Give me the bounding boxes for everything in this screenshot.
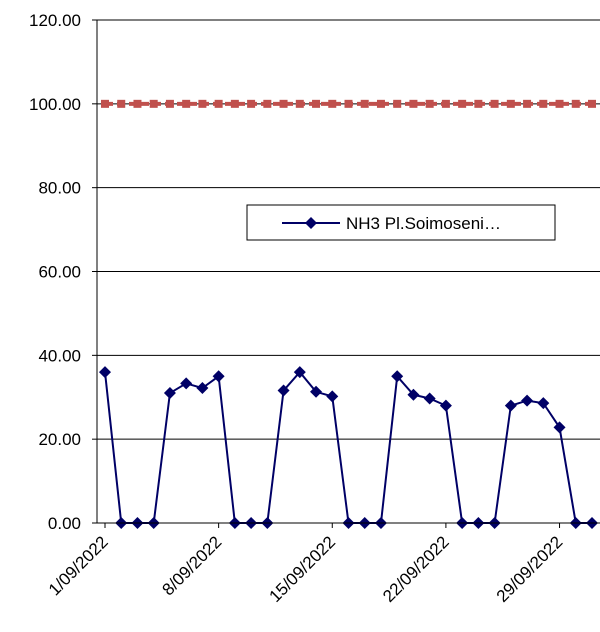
marker [425,99,434,108]
marker [391,370,404,383]
marker [553,421,566,434]
marker [230,99,239,108]
marker [555,99,564,108]
marker [133,99,142,108]
marker [407,388,420,401]
marker [521,394,534,407]
marker [117,99,126,108]
x-tick-label: 29/09/2022 [493,532,567,606]
marker [277,384,290,397]
marker [99,366,111,379]
marker [571,99,580,108]
marker [523,99,532,108]
marker [196,382,209,395]
marker [474,99,483,108]
marker [439,399,452,412]
x-tick-label: 1/09/2022 [45,532,112,599]
marker [504,399,517,412]
y-tick-label: 40.00 [38,346,81,365]
marker [263,99,272,108]
marker [180,377,193,390]
marker [165,99,174,108]
marker [326,390,339,403]
marker [163,387,176,400]
marker [101,99,109,108]
marker [295,99,304,108]
marker [539,99,548,108]
y-tick-label: 80.00 [38,179,81,198]
marker [312,99,321,108]
x-tick-label: 15/09/2022 [265,532,339,606]
marker [393,99,402,108]
marker [376,99,385,108]
marker [149,99,158,108]
marker [360,99,369,108]
marker [458,99,467,108]
marker [490,99,499,108]
marker [506,99,515,108]
marker [198,99,207,108]
y-tick-label: 20.00 [38,430,81,449]
marker [247,99,256,108]
marker [182,99,191,108]
marker [310,385,323,398]
marker [537,397,550,410]
marker [423,392,436,405]
marker [212,370,225,383]
legend-marker [305,217,317,229]
y-tick-label: 60.00 [38,263,81,282]
marker [279,99,288,108]
marker [328,99,337,108]
y-tick-label: 0.00 [48,514,81,533]
marker [344,99,353,108]
marker [409,99,418,108]
y-tick-label: 120.00 [29,11,81,30]
x-tick-label: 8/09/2022 [159,532,226,599]
marker [214,99,223,108]
marker [441,99,450,108]
y-tick-label: 100.00 [29,95,81,114]
marker [293,366,306,379]
x-tick-label: 22/09/2022 [379,532,453,606]
legend-label: NH3 Pl.Soimoseni… [346,214,501,233]
marker [588,99,596,108]
series-line [104,370,592,524]
